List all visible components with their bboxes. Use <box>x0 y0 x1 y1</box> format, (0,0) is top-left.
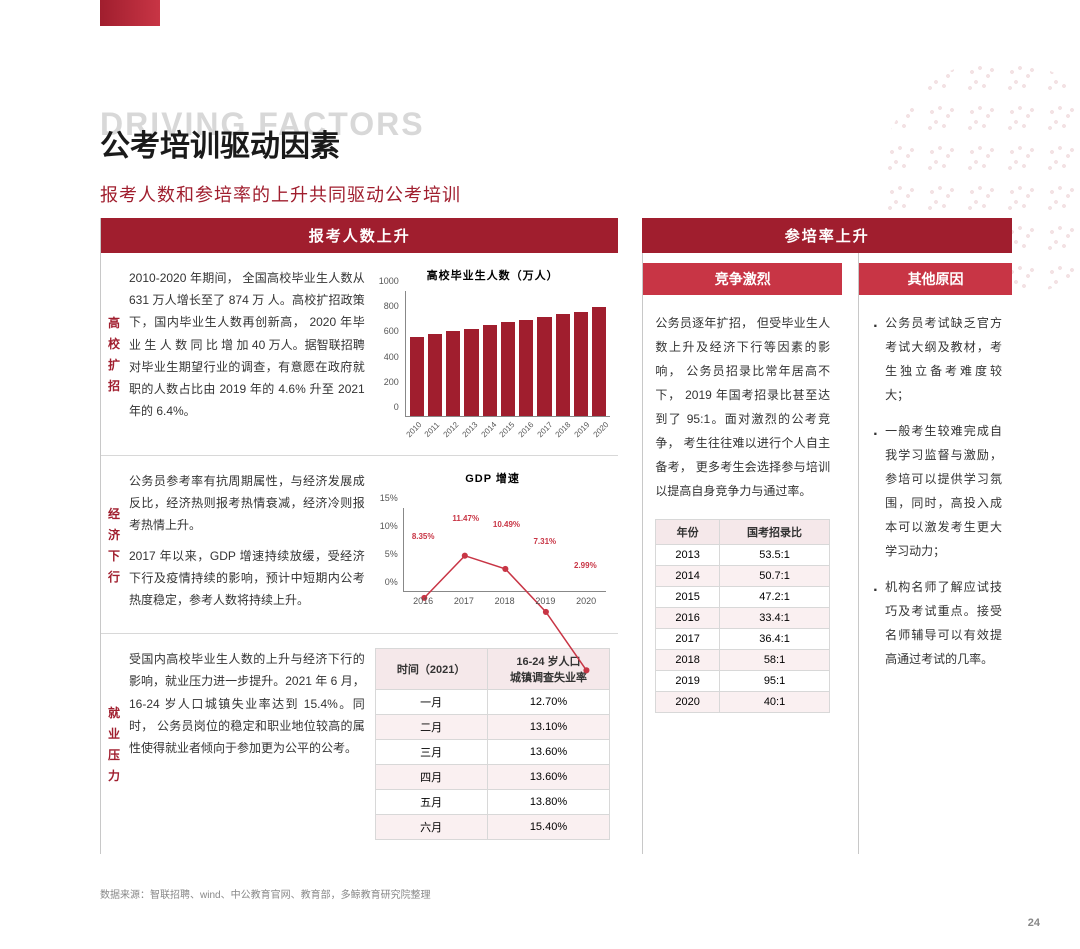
bar-chart-graduates: 高校毕业生人数（万人） 02004006008001000 2010201120… <box>375 267 611 441</box>
vlabel-economy: 经济下行 <box>101 456 127 633</box>
page-subtitle: 报考人数和参培率的上升共同驱动公考培训 <box>100 181 461 207</box>
vlabel-expansion: 高校扩招 <box>101 253 127 455</box>
competition-column: 竞争激烈 公务员逐年扩招， 但受毕业生人数上升及经济下行等因素的影响， 公务员招… <box>642 253 842 854</box>
header-block: DRIVING FACTORS 公考培训驱动因素 报考人数和参培率的上升共同驱动… <box>100 106 461 207</box>
other-band: 其他原因 <box>859 263 1012 295</box>
right-band: 参培率上升 <box>642 218 1012 253</box>
text-economy: 公务员参考率有抗周期属性，与经济发展成反比，经济热则报考热情衰减，经济冷则报考热… <box>129 470 365 619</box>
section-expansion: 高校扩招 2010-2020 年期间， 全国高校毕业生人数从 631 万人增长至… <box>101 253 618 456</box>
competition-text: 公务员逐年扩招， 但受毕业生人数上升及经济下行等因素的影响， 公务员招录比常年居… <box>643 295 842 519</box>
left-column: 报考人数上升 高校扩招 2010-2020 年期间， 全国高校毕业生人数从 63… <box>100 218 618 854</box>
content-grid: 报考人数上升 高校扩招 2010-2020 年期间， 全国高校毕业生人数从 63… <box>100 218 1012 854</box>
other-bullets: 公务员考试缺乏官方考试大纲及教材，考生独立备考难度较大；一般考生较难完成自我学习… <box>859 295 1012 699</box>
competition-band: 竞争激烈 <box>643 263 842 295</box>
section-economy: 经济下行 公务员参考率有抗周期属性，与经济发展成反比，经济热则报考热情衰减，经济… <box>101 456 618 634</box>
left-band: 报考人数上升 <box>101 218 618 253</box>
table-ratio: 年份国考招录比201353.5:1201450.7:1201547.2:1201… <box>655 519 830 713</box>
vlabel-employment: 就业压力 <box>101 634 127 854</box>
text-employment: 受国内高校毕业生人数的上升与经济下行的影响，就业压力进一步提升。2021 年 6… <box>129 648 365 840</box>
brand-tab <box>100 0 160 26</box>
other-column: 其他原因 公务员考试缺乏官方考试大纲及教材，考生独立备考难度较大；一般考生较难完… <box>858 253 1012 854</box>
page-number: 24 <box>1028 917 1040 929</box>
text-expansion: 2010-2020 年期间， 全国高校毕业生人数从 631 万人增长至了 874… <box>129 267 365 441</box>
line-chart-gdp: GDP 增速 0%5%10%15% 8.35%11.47%10.49%7.31%… <box>375 470 611 619</box>
source-line: 数据来源：智联招聘、wind、中公教育官网、教育部，多鲸教育研究院整理 <box>100 886 431 901</box>
